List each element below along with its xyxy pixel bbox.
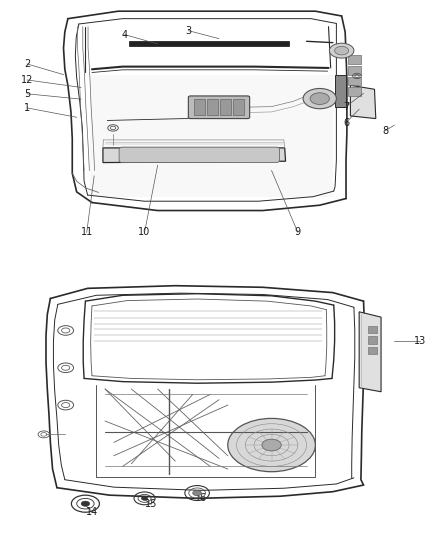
Polygon shape	[350, 85, 376, 118]
Circle shape	[141, 496, 148, 500]
Bar	[348, 66, 361, 75]
Bar	[368, 347, 377, 354]
Text: 12: 12	[21, 75, 33, 85]
Text: 10: 10	[138, 228, 151, 237]
Text: 9: 9	[295, 228, 301, 237]
Text: 2: 2	[24, 59, 30, 69]
Circle shape	[310, 93, 329, 104]
FancyBboxPatch shape	[119, 147, 279, 163]
Bar	[233, 99, 244, 115]
Polygon shape	[90, 75, 333, 197]
Bar	[207, 99, 218, 115]
FancyBboxPatch shape	[188, 96, 250, 118]
Text: 1: 1	[24, 103, 30, 113]
Circle shape	[228, 418, 315, 472]
Polygon shape	[359, 312, 381, 392]
Bar	[368, 336, 377, 344]
Circle shape	[303, 88, 336, 109]
Text: 13: 13	[414, 336, 427, 346]
Text: 14: 14	[86, 507, 98, 516]
Circle shape	[262, 439, 281, 451]
Circle shape	[81, 501, 90, 506]
Text: 8: 8	[382, 126, 389, 135]
Text: 6: 6	[343, 118, 349, 127]
Bar	[194, 99, 205, 115]
Text: 11: 11	[81, 228, 93, 237]
Bar	[348, 77, 361, 85]
Circle shape	[329, 43, 354, 58]
Text: 4: 4	[122, 30, 128, 39]
Bar	[220, 99, 231, 115]
Polygon shape	[103, 148, 286, 163]
Circle shape	[335, 46, 349, 55]
Bar	[368, 326, 377, 333]
Bar	[129, 41, 289, 46]
Text: 7: 7	[343, 102, 349, 111]
Text: 15: 15	[145, 499, 157, 509]
Text: 5: 5	[24, 89, 30, 99]
Text: 16: 16	[195, 494, 208, 503]
Text: 3: 3	[185, 26, 191, 36]
Bar	[348, 55, 361, 64]
Bar	[348, 87, 361, 96]
Circle shape	[193, 490, 201, 496]
Bar	[335, 75, 346, 107]
